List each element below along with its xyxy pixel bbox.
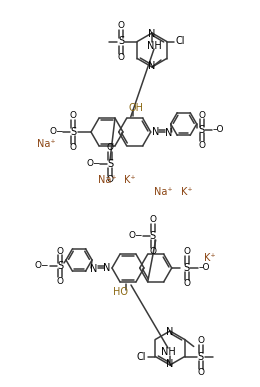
Text: S: S (199, 125, 205, 135)
Text: O: O (69, 111, 76, 120)
Text: O: O (56, 247, 63, 255)
Text: HO: HO (113, 287, 127, 297)
Text: O: O (118, 53, 125, 62)
Text: O−: O− (35, 262, 49, 271)
Text: N: N (166, 327, 174, 337)
Text: K⁺: K⁺ (181, 187, 193, 197)
Text: O: O (149, 216, 156, 224)
Text: N: N (90, 264, 98, 274)
Text: N: N (148, 61, 156, 71)
Text: O: O (69, 144, 76, 152)
Text: OH: OH (128, 103, 143, 113)
Text: O: O (149, 248, 156, 257)
Text: –O: –O (213, 125, 224, 135)
Text: S: S (70, 127, 76, 137)
Text: O: O (183, 248, 190, 257)
Text: O: O (197, 336, 204, 345)
Text: S: S (150, 231, 156, 241)
Text: K⁺: K⁺ (124, 175, 136, 185)
Text: O: O (198, 140, 205, 149)
Text: Cl: Cl (176, 36, 185, 46)
Text: Na⁺: Na⁺ (98, 175, 116, 185)
Text: O−: O− (50, 127, 64, 137)
Text: O−: O− (87, 159, 101, 168)
Text: N: N (103, 263, 111, 273)
Text: N: N (148, 29, 156, 39)
Text: K⁺: K⁺ (204, 253, 216, 263)
Text: N: N (166, 359, 174, 369)
Text: O: O (198, 111, 205, 120)
Text: S: S (57, 261, 63, 271)
Text: –O: –O (199, 264, 210, 272)
Text: NH: NH (147, 41, 161, 51)
Text: N: N (152, 127, 159, 137)
Text: O: O (118, 21, 125, 30)
Text: S: S (118, 36, 124, 46)
Text: O: O (183, 279, 190, 288)
Text: O: O (107, 175, 114, 185)
Text: S: S (107, 159, 113, 169)
Text: O: O (197, 368, 204, 377)
Text: NH: NH (161, 347, 176, 357)
Text: O−: O− (128, 231, 143, 240)
Text: S: S (198, 351, 204, 361)
Text: S: S (184, 263, 190, 273)
Text: Na⁺: Na⁺ (37, 139, 55, 149)
Text: O: O (107, 144, 114, 152)
Text: N: N (165, 128, 172, 138)
Text: Cl: Cl (136, 351, 146, 361)
Text: Na⁺: Na⁺ (154, 187, 172, 197)
Text: O: O (56, 276, 63, 286)
